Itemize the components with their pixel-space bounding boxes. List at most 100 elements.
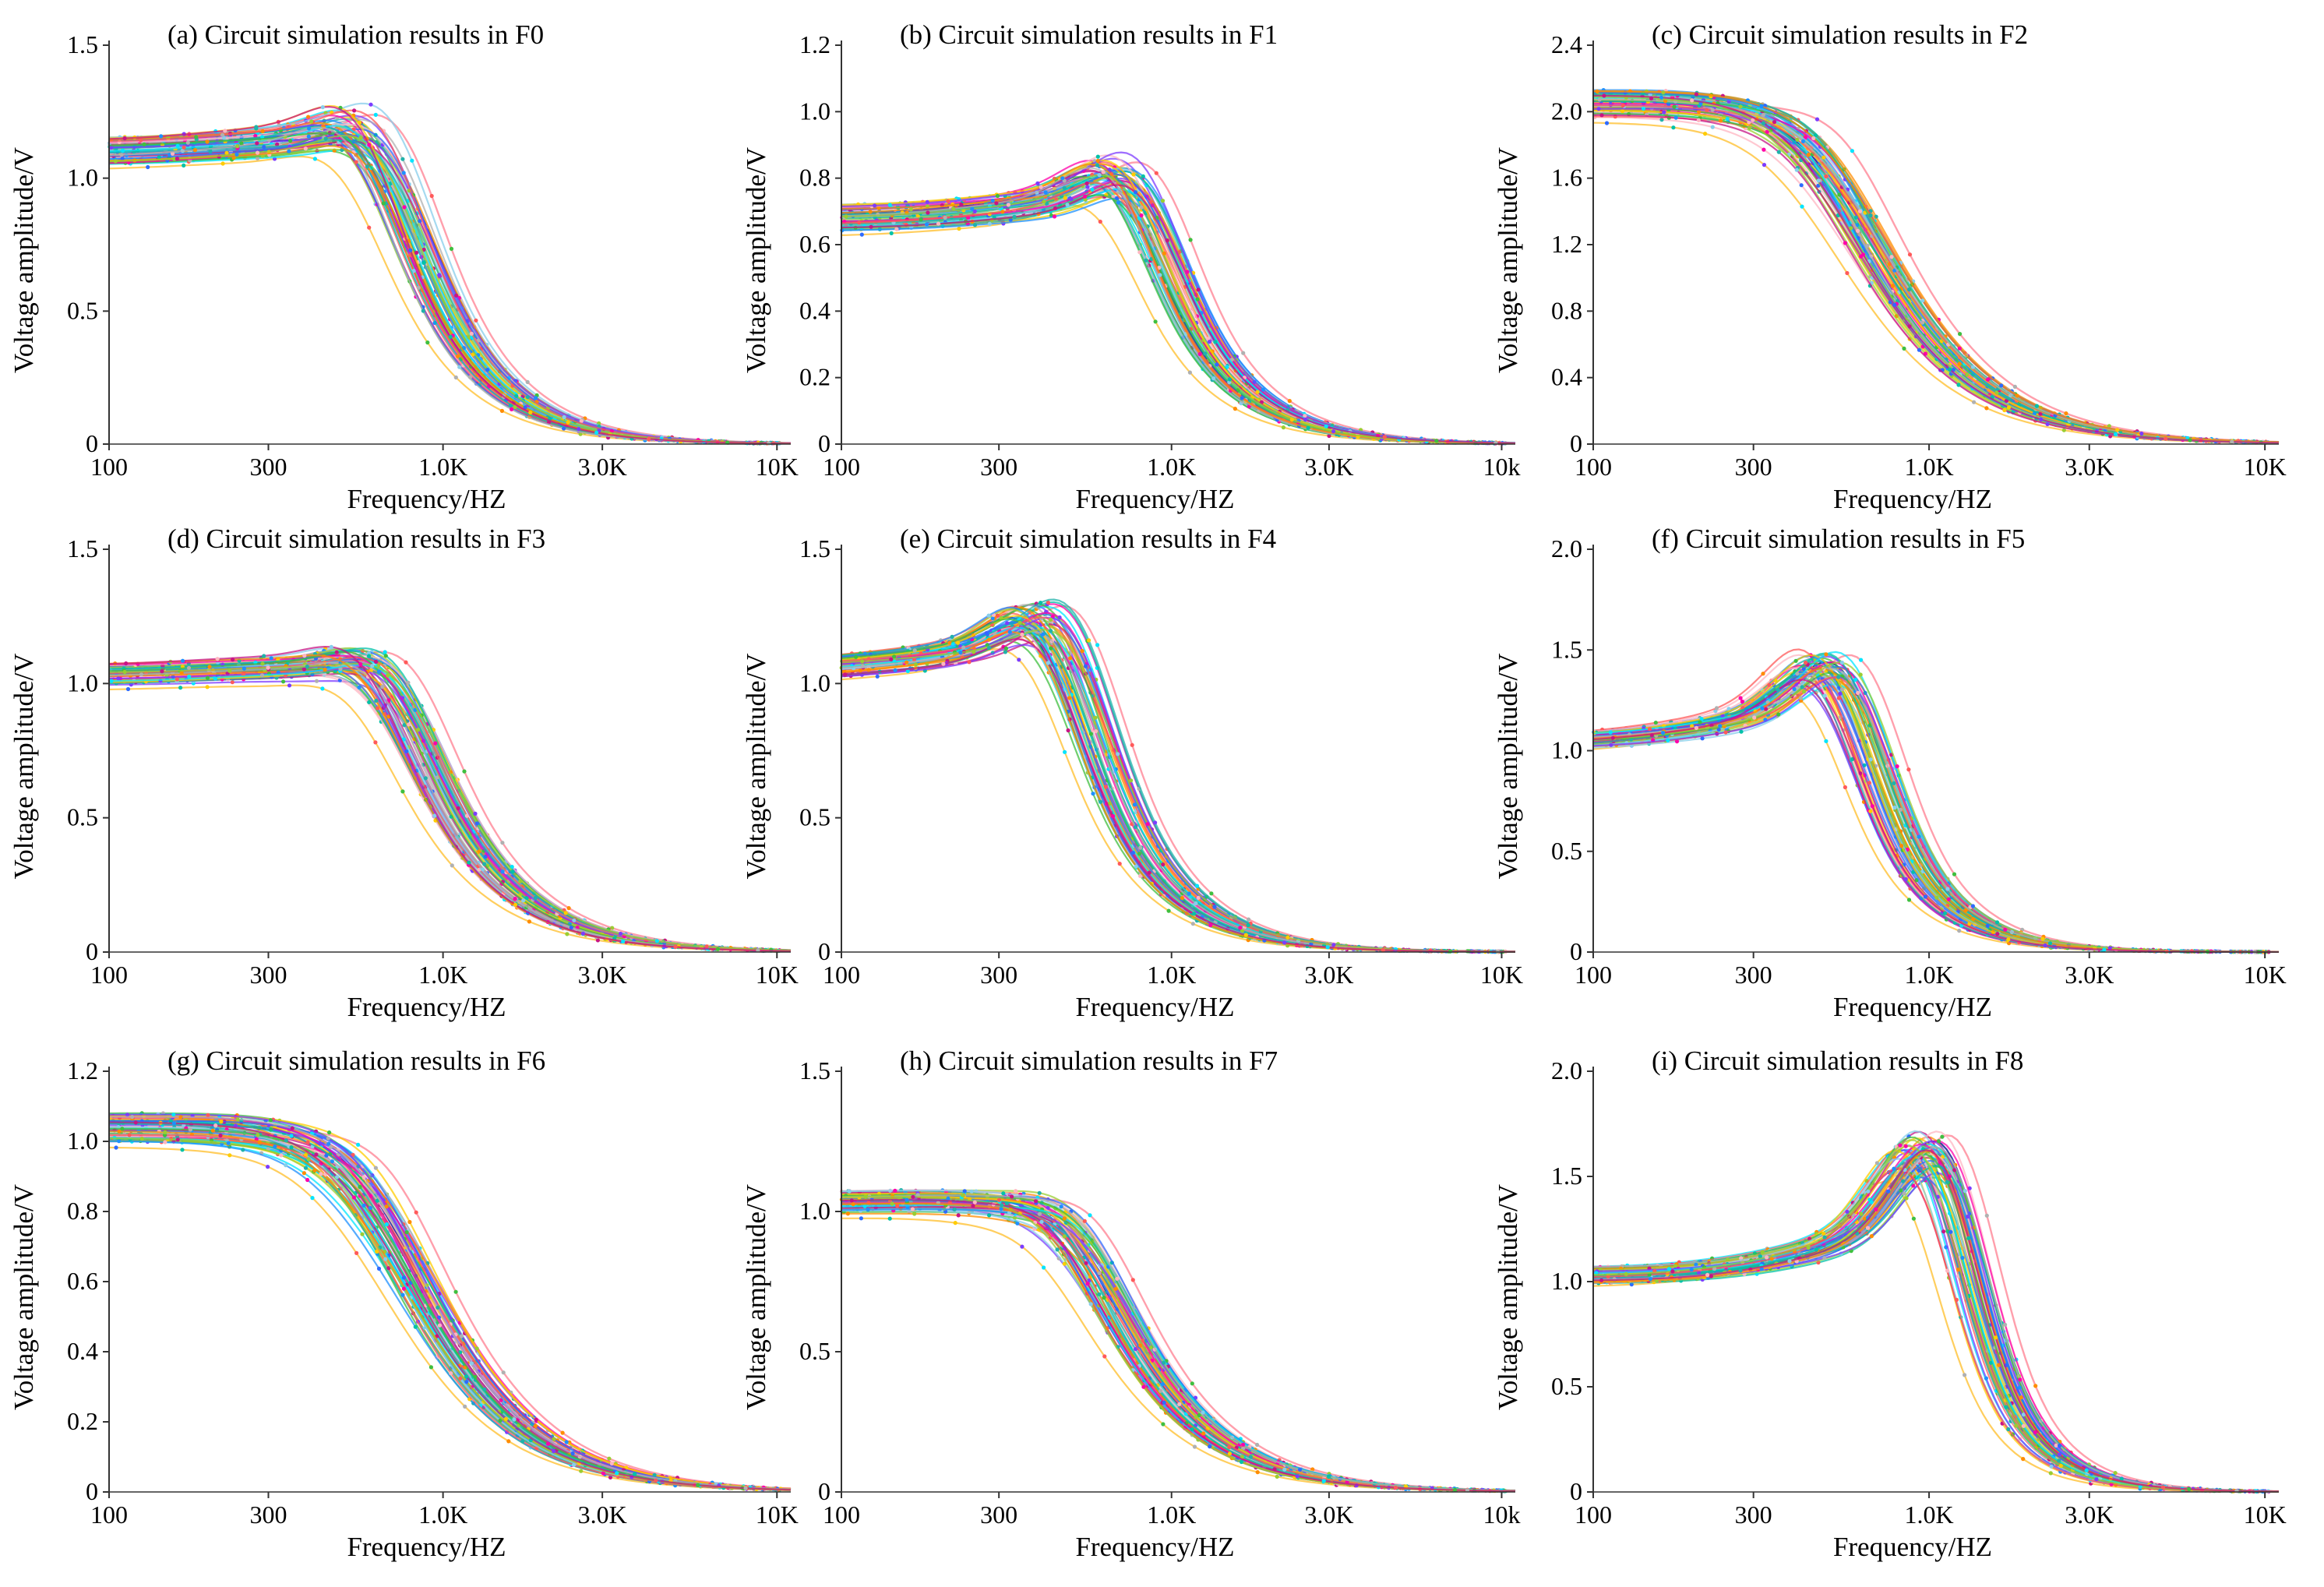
series-point xyxy=(182,163,186,168)
x-tick-label: 1.0K xyxy=(418,961,467,989)
series-point xyxy=(1952,872,1957,876)
series-point xyxy=(1039,601,1043,605)
series-line xyxy=(1592,101,2280,443)
series-point xyxy=(146,164,150,170)
series-point xyxy=(914,662,919,667)
series-point xyxy=(1046,661,1050,665)
series-line xyxy=(1592,96,2280,444)
series-point xyxy=(1166,908,1171,913)
series-point xyxy=(125,686,131,692)
series-point xyxy=(473,811,478,816)
series-point xyxy=(224,150,229,155)
series-point xyxy=(1958,332,1963,337)
series-point xyxy=(323,136,328,141)
series-point xyxy=(309,119,314,124)
series-point xyxy=(281,679,286,684)
series-point xyxy=(1007,630,1012,634)
series-point xyxy=(894,227,899,231)
series-point xyxy=(950,634,954,640)
y-tick-label: 1.0 xyxy=(799,97,831,125)
series-point xyxy=(1282,940,1287,945)
series-point xyxy=(1066,728,1070,733)
series-point xyxy=(1738,696,1743,700)
series-point xyxy=(1845,270,1850,276)
series-point xyxy=(1970,365,1975,369)
series-point xyxy=(1696,118,1701,122)
y-tick-label: 0.5 xyxy=(799,803,831,831)
series-point xyxy=(1382,435,1387,439)
series-point xyxy=(1957,346,1962,351)
series-point xyxy=(122,669,127,675)
series-point xyxy=(860,664,866,668)
series-point xyxy=(566,906,571,911)
series-line xyxy=(1592,99,2280,444)
series-line xyxy=(1593,99,2280,443)
series-point xyxy=(1794,168,1799,172)
series-point xyxy=(421,309,425,313)
series-point xyxy=(1241,351,1246,355)
series-point xyxy=(943,215,947,220)
series-line xyxy=(1593,113,2280,444)
series-point xyxy=(1661,90,1666,95)
x-tick-label: 300 xyxy=(250,961,287,989)
series-point xyxy=(302,654,307,658)
series-point xyxy=(448,334,453,339)
series-point xyxy=(142,142,146,146)
series-point xyxy=(1153,319,1158,324)
series-point xyxy=(1303,417,1308,422)
series-point xyxy=(373,112,378,117)
y-tick-label: 1.6 xyxy=(1551,164,1582,192)
series-point xyxy=(1043,190,1048,195)
series-point xyxy=(1063,749,1067,754)
series-line xyxy=(1592,104,2280,444)
series-line xyxy=(1593,90,2280,443)
series-point xyxy=(255,150,260,155)
series-point xyxy=(1289,418,1294,422)
series-line xyxy=(1593,93,2280,444)
series-line xyxy=(1592,104,2280,443)
series-point xyxy=(926,210,930,215)
series-point xyxy=(579,418,584,424)
series-point xyxy=(1088,732,1093,736)
series-point xyxy=(205,675,210,680)
x-tick-label: 10K xyxy=(1480,961,1523,989)
series-point xyxy=(306,134,311,139)
series-point xyxy=(305,665,309,669)
y-tick-label: 0.5 xyxy=(67,296,98,324)
series-point xyxy=(180,658,185,663)
series-point xyxy=(1906,898,1912,902)
x-tick-label: 3.0K xyxy=(578,453,627,481)
series-point xyxy=(312,157,317,161)
series-point xyxy=(566,420,570,425)
series-point xyxy=(1227,377,1232,382)
series-point xyxy=(1116,200,1121,205)
series-point xyxy=(1099,799,1103,804)
series-point xyxy=(866,668,871,672)
series-point xyxy=(621,939,626,943)
series-point xyxy=(1063,196,1067,200)
x-tick-label: 300 xyxy=(1735,453,1772,481)
series-point xyxy=(383,654,388,658)
series-point xyxy=(572,918,577,922)
series-point xyxy=(266,665,270,670)
series-group xyxy=(108,644,792,954)
x-tick-label: 100 xyxy=(823,961,860,989)
series-point xyxy=(1020,632,1024,637)
x-tick-label: 10k xyxy=(1483,453,1520,481)
series-point xyxy=(1595,89,1599,93)
series-point xyxy=(205,685,210,689)
series-point xyxy=(215,657,220,661)
series-line xyxy=(1593,91,2280,444)
series-point xyxy=(1091,792,1095,796)
series-line xyxy=(1593,107,2280,443)
y-tick-label: 0.4 xyxy=(1551,363,1582,391)
series-point xyxy=(1158,273,1162,277)
series-point xyxy=(1907,287,1912,292)
series-point xyxy=(1850,149,1854,153)
series-point xyxy=(185,140,190,145)
series-point xyxy=(1718,118,1723,123)
series-point xyxy=(970,206,975,211)
series-point xyxy=(370,664,375,668)
